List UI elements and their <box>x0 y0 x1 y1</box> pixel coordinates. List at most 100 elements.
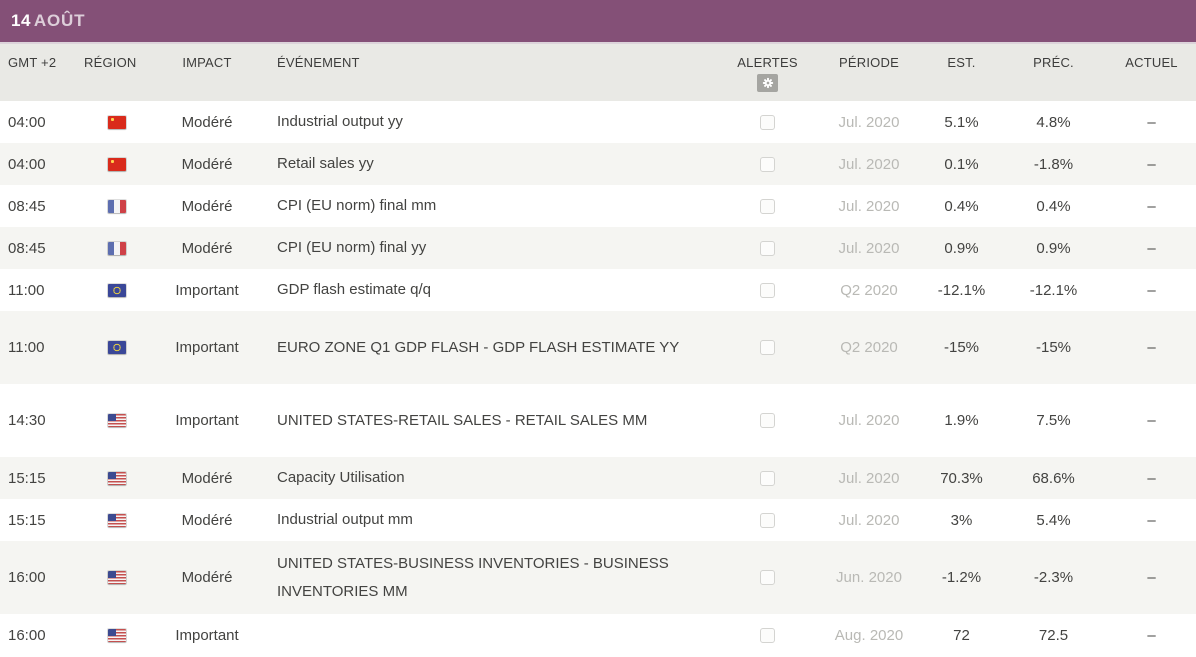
actual-value: – <box>1147 469 1156 487</box>
event-time: 14:30 <box>8 412 46 429</box>
impact-label: Modéré <box>181 469 233 487</box>
impact-label: Modéré <box>181 239 233 257</box>
estimate-value: -12.1% <box>937 281 986 299</box>
period-label: Jul. 2020 <box>838 412 900 429</box>
table-row: 11:00 Important EURO ZONE Q1 GDP FLASH -… <box>0 311 1196 384</box>
estimate-value: -15% <box>943 339 980 356</box>
alert-checkbox[interactable] <box>760 198 775 214</box>
alert-cell <box>720 198 815 214</box>
alert-cell <box>720 470 815 486</box>
previous-value: 0.4% <box>1036 197 1071 215</box>
impact-label: Modéré <box>181 155 233 173</box>
previous-value: -15% <box>1035 339 1072 356</box>
table-row: 04:00 Modéré Industrial output yy Jul. 2… <box>0 101 1196 143</box>
col-header-alerts: ALERTES <box>720 55 815 92</box>
period-label: Jul. 2020 <box>838 113 900 131</box>
european-union-flag-icon <box>108 341 126 354</box>
previous-value: 0.9% <box>1036 239 1071 257</box>
actual-value: – <box>1147 239 1156 257</box>
impact-label: Important <box>175 339 239 356</box>
period-label: Jul. 2020 <box>838 155 900 173</box>
united-states-flag-icon <box>108 628 126 642</box>
alerts-settings-button[interactable] <box>757 74 778 92</box>
alert-checkbox[interactable] <box>760 512 775 528</box>
alert-checkbox[interactable] <box>760 413 775 428</box>
alert-cell <box>720 156 815 172</box>
alert-checkbox[interactable] <box>760 114 775 130</box>
alert-checkbox[interactable] <box>760 627 775 643</box>
event-name: CPI (EU norm) final mm <box>257 192 720 220</box>
event-name-text: CPI (EU norm) final mm <box>277 197 437 214</box>
table-row: 04:00 Modéré Retail sales yy Jul. 2020 0… <box>0 143 1196 185</box>
actual-value: – <box>1147 113 1156 131</box>
impact-label: Modéré <box>181 197 233 215</box>
impact-label: Important <box>175 626 239 644</box>
alert-checkbox[interactable] <box>760 282 775 298</box>
event-name: Capacity Utilisation <box>257 464 720 492</box>
date-day: 14 <box>11 11 31 30</box>
region-cell <box>77 513 157 527</box>
region-cell <box>77 283 157 297</box>
event-name-text: UNITED STATES-RETAIL SALES - RETAIL SALE… <box>277 411 648 429</box>
impact-label: Modéré <box>181 511 233 529</box>
table-row: 11:00 Important GDP flash estimate q/q Q… <box>0 269 1196 311</box>
region-cell <box>77 414 157 427</box>
col-header-impact: IMPACT <box>182 55 232 70</box>
actual-value: – <box>1147 412 1156 429</box>
event-time: 16:00 <box>8 626 46 644</box>
actual-value: – <box>1147 569 1156 586</box>
previous-value: 68.6% <box>1032 469 1075 487</box>
france-flag-icon <box>108 241 126 255</box>
alert-checkbox[interactable] <box>760 340 775 355</box>
alert-checkbox[interactable] <box>760 240 775 256</box>
period-label: Q2 2020 <box>840 281 898 299</box>
table-row: 14:30 Important UNITED STATES-RETAIL SAL… <box>0 384 1196 457</box>
previous-value: -1.8% <box>1033 155 1074 173</box>
impact-label: Modéré <box>181 113 233 131</box>
table-row: 08:45 Modéré CPI (EU norm) final yy Jul.… <box>0 227 1196 269</box>
period-label: Aug. 2020 <box>834 626 904 644</box>
alert-cell <box>720 240 815 256</box>
previous-value: 4.8% <box>1036 113 1071 131</box>
estimate-value: 0.4% <box>944 197 979 215</box>
event-name-text: UNITED STATES-BUSINESS INVENTORIES - BUS… <box>277 554 669 600</box>
previous-value: -2.3% <box>1033 569 1074 586</box>
col-header-gmt: GMT +2 <box>8 55 57 70</box>
event-name: EURO ZONE Q1 GDP FLASH - GDP FLASH ESTIM… <box>257 334 720 362</box>
united-states-flag-icon <box>108 471 126 485</box>
estimate-value: -1.2% <box>941 569 982 586</box>
period-label: Jul. 2020 <box>838 197 900 215</box>
alert-checkbox[interactable] <box>760 156 775 172</box>
event-time: 11:00 <box>8 281 45 299</box>
events-table: 04:00 Modéré Industrial output yy Jul. 2… <box>0 101 1196 656</box>
alert-cell <box>720 340 815 355</box>
alert-cell <box>720 512 815 528</box>
gear-icon <box>762 77 774 89</box>
alert-checkbox[interactable] <box>760 570 775 585</box>
actual-value: – <box>1147 155 1156 173</box>
france-flag-icon <box>108 199 126 213</box>
col-header-region: RÉGION <box>84 55 137 70</box>
event-time: 08:45 <box>8 239 46 257</box>
event-name: Retail sales yy <box>257 150 720 178</box>
event-name: GDP flash estimate q/q <box>257 276 720 304</box>
table-row: 15:15 Modéré Industrial output mm Jul. 2… <box>0 499 1196 541</box>
estimate-value: 72 <box>953 626 970 644</box>
united-states-flag-icon <box>108 513 126 527</box>
event-name-text: Retail sales yy <box>277 155 374 172</box>
china-flag-icon <box>108 157 126 171</box>
actual-value: – <box>1147 281 1156 299</box>
actual-value: – <box>1147 197 1156 215</box>
previous-value: 72.5 <box>1038 626 1069 644</box>
estimate-value: 3% <box>950 511 973 529</box>
alert-checkbox[interactable] <box>760 470 775 486</box>
col-header-actual: ACTUEL <box>1125 55 1178 70</box>
alert-cell <box>720 570 815 585</box>
event-name: Industrial output mm <box>257 506 720 534</box>
col-header-period: PÉRIODE <box>839 55 899 70</box>
table-row: 16:00 Modéré UNITED STATES-BUSINESS INVE… <box>0 541 1196 614</box>
alert-cell <box>720 413 815 428</box>
event-name <box>257 627 720 644</box>
event-name-text: CPI (EU norm) final yy <box>277 239 427 256</box>
